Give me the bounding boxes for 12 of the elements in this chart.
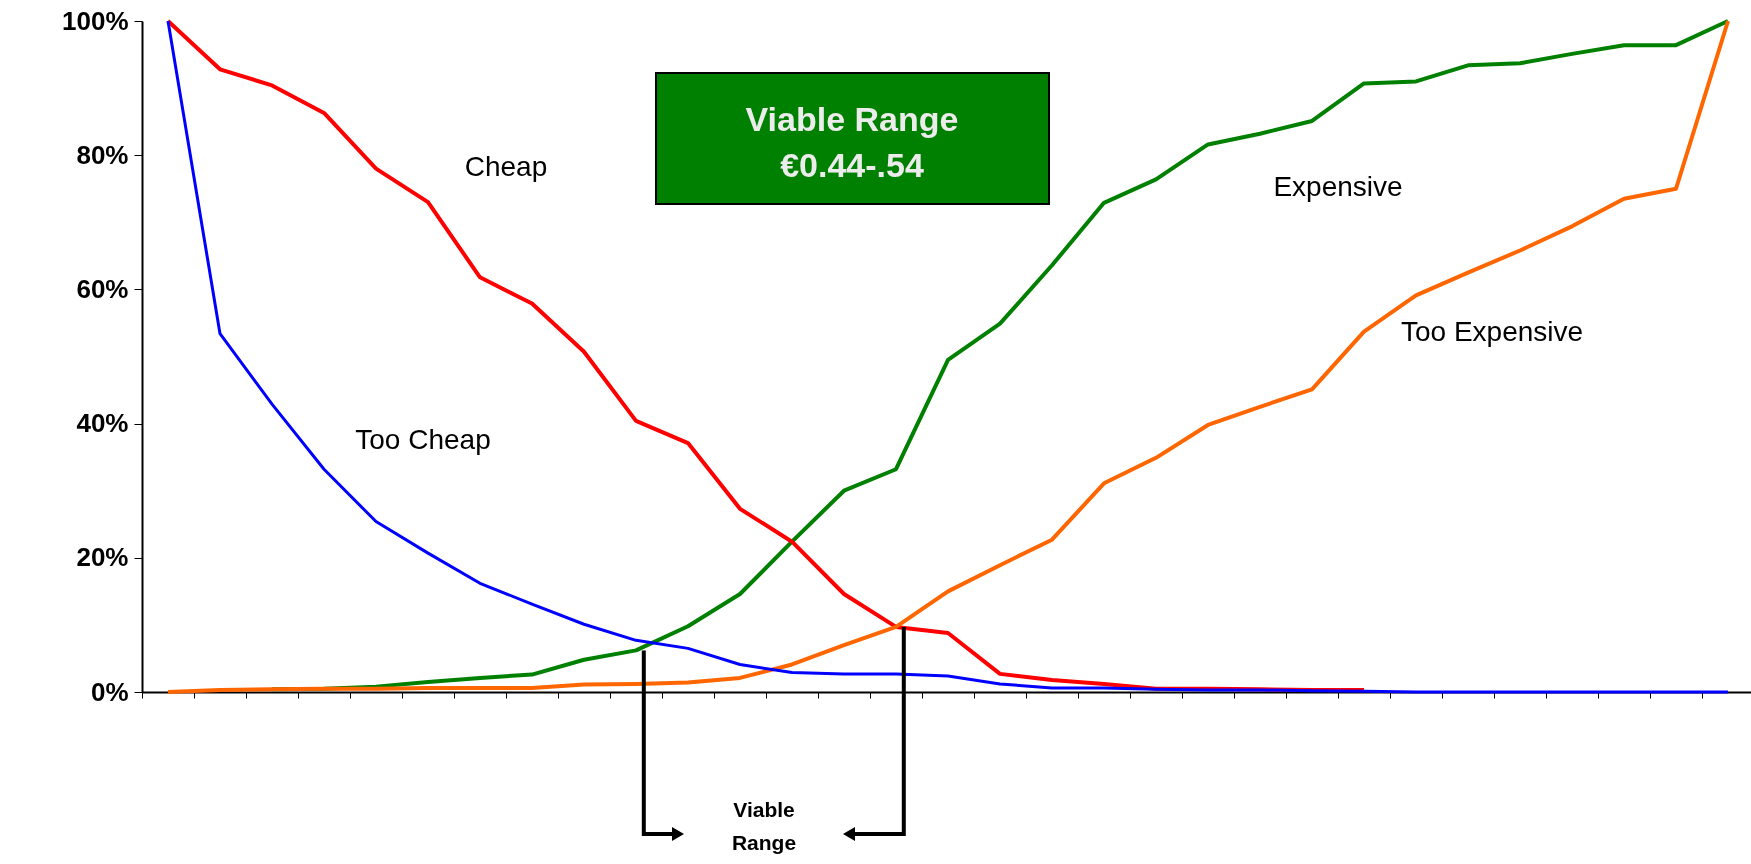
series-label: Too Cheap	[355, 424, 491, 455]
annotation: Viable Range €0.44-.54	[745, 100, 959, 184]
y-tick-label: 0%	[90, 676, 129, 707]
y-tick-label: 20%	[76, 542, 129, 573]
series-label: Expensive	[1273, 171, 1403, 202]
series-label: Too Expensive	[1400, 316, 1584, 347]
y-tick-label: 60%	[76, 273, 129, 304]
y-tick-label: 40%	[76, 408, 129, 439]
y-tick-label: 80%	[76, 139, 129, 170]
text: Viable Range	[731, 798, 797, 854]
y-tick-label: 100%	[62, 5, 129, 36]
series-label: Cheap	[464, 151, 548, 182]
